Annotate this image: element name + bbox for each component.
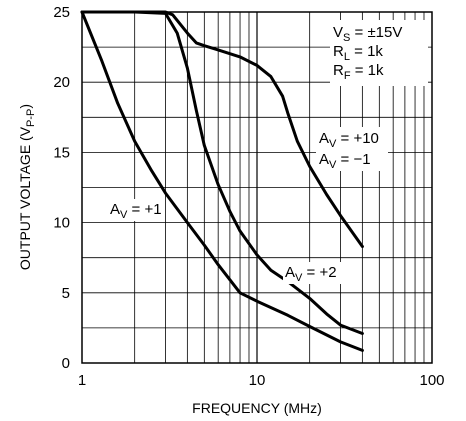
condition-label-main: R <box>333 43 344 60</box>
series-label: AV = −1 <box>319 151 371 171</box>
condition-label: RL = 1k <box>333 43 383 63</box>
y-axis-title-main: OUTPUT VOLTAGE (V <box>17 126 33 270</box>
tick-labels: 1 10 100 0 5 10 15 20 25 <box>53 4 444 389</box>
y-tick-label: 0 <box>62 355 70 372</box>
series-label-sub: V <box>120 209 128 221</box>
condition-label-sub: F <box>344 70 351 82</box>
condition-label-main: V <box>333 24 343 41</box>
series-label: AV = +2 <box>285 264 337 284</box>
condition-label-main: R <box>333 62 344 79</box>
condition-label: VS = ±15V <box>333 24 402 44</box>
series-label-rest: = +1 <box>127 201 161 218</box>
series-label-main: A <box>319 151 329 168</box>
condition-label-rest: = ±15V <box>350 24 402 41</box>
plot-frame <box>81 11 433 364</box>
y-tick-label: 25 <box>53 4 70 21</box>
series-label-rest: = +2 <box>302 264 336 281</box>
series-label-background <box>316 127 388 171</box>
y-tick-label: 10 <box>53 215 70 232</box>
conditions-background <box>330 20 428 86</box>
y-tick-label: 20 <box>53 74 70 91</box>
y-axis-title-sub: P-P <box>25 109 37 127</box>
series-label-background <box>108 199 156 221</box>
y-axis-title-close: ) <box>17 104 33 109</box>
series-label: AV = +10 <box>319 130 379 150</box>
series-label-rest: = +10 <box>336 130 379 147</box>
series-label-sub: V <box>329 138 337 150</box>
series-label-background <box>283 262 345 284</box>
series-line <box>80 10 364 335</box>
x-tick-label: 10 <box>249 372 266 389</box>
series-label-main: A <box>319 130 329 147</box>
x-axis-title: FREQUENCY (MHz) <box>192 400 322 416</box>
y-tick-label: 5 <box>62 285 70 302</box>
condition-label-rest: = 1k <box>351 62 384 79</box>
series-line <box>80 10 364 352</box>
series-label-sub: V <box>295 272 303 284</box>
series-layer <box>80 10 364 352</box>
y-axis-title: OUTPUT VOLTAGE (VP-P) <box>17 104 37 270</box>
x-tick-label: 100 <box>419 372 444 389</box>
condition-label-rest: = 1k <box>350 43 383 60</box>
condition-label: RF = 1k <box>333 62 384 82</box>
series-label-main: A <box>285 264 295 281</box>
series-line <box>80 10 364 248</box>
x-tick-label: 1 <box>78 372 86 389</box>
series-label-sub: V <box>329 159 337 171</box>
series-label-rest: = −1 <box>336 151 370 168</box>
condition-label-sub: L <box>344 51 350 63</box>
condition-label-sub: S <box>343 32 350 44</box>
y-tick-label: 15 <box>53 144 70 161</box>
series-label: AV = +1 <box>110 201 162 221</box>
series-label-main: A <box>110 201 120 218</box>
